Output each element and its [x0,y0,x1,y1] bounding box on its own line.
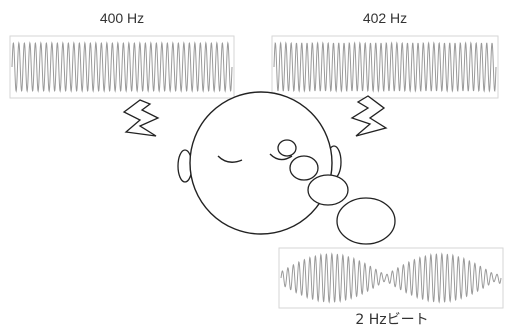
wave-400hz-frame [9,35,235,99]
lightning-left-icon [122,99,160,137]
sleeping-face [189,91,333,235]
wave-402hz [273,41,497,93]
wave-400hz-label: 400 Hz [99,10,145,26]
dream-bubble-4 [336,197,396,245]
closed-eye-left [217,155,243,163]
beat-wave [280,252,502,304]
wave-400hz [11,41,233,93]
dream-bubble-2 [289,155,319,181]
wave-402hz-label: 402 Hz [362,10,408,26]
beat-wave-label: 2 Hzビート [355,312,429,328]
lightning-right-icon [350,95,388,137]
dream-bubble-3 [307,174,349,206]
closed-eye-right [269,153,293,161]
wave-402hz-frame [271,35,499,99]
dream-bubble-1 [277,139,297,157]
beat-wave-frame [278,247,504,309]
